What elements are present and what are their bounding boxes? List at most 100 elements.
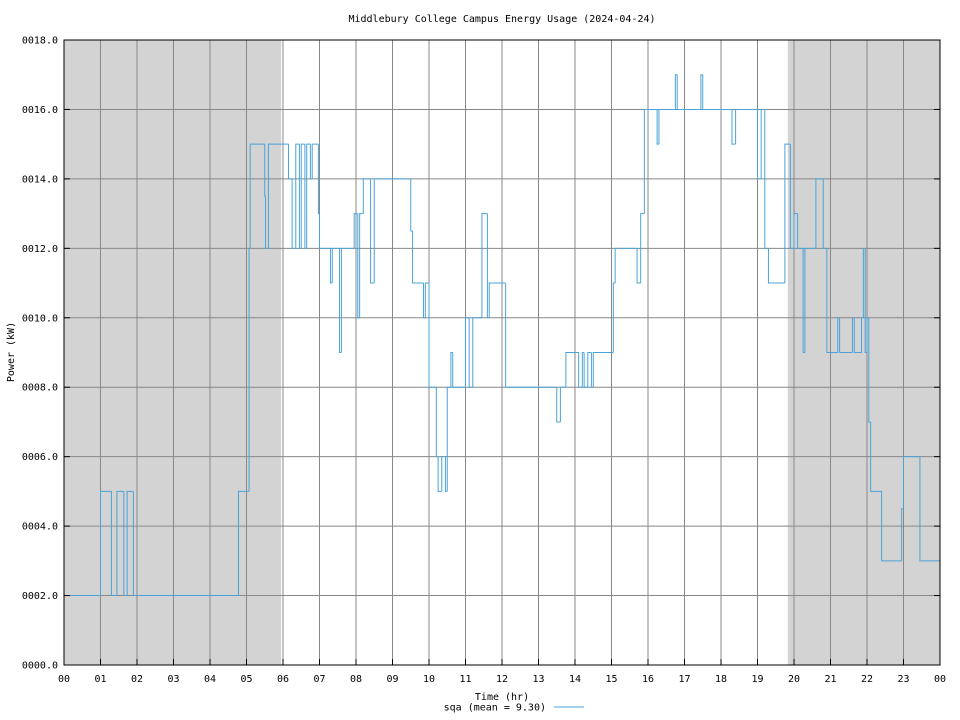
step-segment [590, 352, 594, 388]
y-tick-label: 0018.0 [22, 36, 58, 47]
step-segment [735, 108, 758, 145]
step-segment [237, 490, 250, 596]
step-segment [309, 144, 313, 180]
step-segment [853, 317, 862, 353]
step-segment [731, 109, 736, 145]
step-segment [123, 491, 128, 597]
step-segment [868, 317, 871, 423]
step-segment [116, 490, 124, 596]
y-tick-label: 0004.0 [22, 522, 58, 533]
step-segment [300, 143, 305, 249]
y-tick-label: 0012.0 [22, 244, 58, 255]
step-segment [373, 178, 411, 284]
step-segment [359, 213, 364, 318]
step-segment [587, 352, 592, 388]
step-segment [410, 178, 413, 232]
x-tick-label: 13 [532, 674, 544, 685]
y-tick-label: 0016.0 [22, 105, 58, 116]
step-segment [702, 74, 732, 110]
step-segment [861, 317, 864, 353]
x-tick-label: 21 [824, 674, 836, 685]
step-segment [126, 490, 134, 596]
x-tick-label: 00 [58, 674, 70, 685]
x-tick-label: 06 [277, 674, 289, 685]
step-segment [319, 213, 331, 249]
step-segment [437, 456, 442, 492]
step-segment [789, 144, 794, 249]
step-segment [441, 456, 446, 492]
legend-label: sqa (mean = 9.30) [444, 703, 546, 714]
y-tick-label: 0008.0 [22, 383, 58, 394]
step-segment [581, 352, 585, 388]
step-segment [559, 386, 566, 422]
step-segment [444, 456, 448, 492]
step-segment [329, 248, 333, 284]
step-segment [583, 352, 588, 388]
step-segment [488, 282, 506, 318]
step-segment [353, 213, 358, 249]
x-tick-label: 05 [240, 674, 252, 685]
step-segment [881, 491, 902, 562]
step-segment [452, 352, 466, 388]
step-segment [435, 387, 439, 458]
step-segment [822, 178, 827, 249]
step-segment [870, 421, 882, 492]
x-tick-label: 10 [423, 674, 435, 685]
step-segment [919, 456, 940, 562]
step-segment [614, 247, 638, 284]
step-segment [291, 178, 296, 249]
step-segment [468, 317, 473, 388]
plot-frame [63, 39, 941, 666]
step-segment [767, 248, 785, 284]
step-segment [793, 213, 798, 249]
step-segment [264, 196, 269, 249]
step-segment [267, 143, 289, 249]
step-segment [362, 178, 371, 214]
step-segment [304, 144, 307, 249]
step-segment [862, 247, 866, 318]
x-tick-label: 03 [167, 674, 179, 685]
step-segment [486, 213, 490, 319]
step-segment [370, 178, 375, 284]
step-segment [311, 143, 319, 179]
step-segment [295, 143, 300, 249]
step-segment [423, 283, 426, 319]
step-segment [465, 317, 470, 388]
step-segment [331, 247, 340, 284]
step-segment [764, 109, 769, 249]
x-tick-label: 08 [350, 674, 362, 685]
step-segment [674, 74, 678, 110]
x-tick-label: 19 [751, 674, 763, 685]
night-shade [787, 40, 940, 665]
step-segment [804, 247, 816, 353]
step-segment [864, 248, 867, 353]
x-tick-label: 01 [94, 674, 106, 685]
x-tick-label: 23 [897, 674, 909, 685]
step-segment [851, 317, 855, 353]
step-segment [903, 456, 920, 509]
step-segment [676, 74, 701, 110]
x-tick-label: 07 [313, 674, 325, 685]
step-segment [656, 109, 659, 145]
step-segment [110, 491, 117, 597]
step-segment [412, 230, 424, 284]
step-segment [306, 143, 311, 249]
step-segment [826, 248, 838, 353]
step-segment [592, 352, 614, 388]
step-segment [249, 143, 265, 249]
step-segment [797, 213, 804, 249]
step-segment [815, 178, 824, 249]
x-tick-label: 17 [678, 674, 690, 685]
y-tick-label: 0010.0 [22, 313, 58, 324]
y-tick-label: 0000.0 [22, 661, 58, 672]
step-segment [556, 387, 561, 423]
step-segment [481, 213, 488, 318]
step-segment [472, 317, 482, 388]
x-tick-label: 09 [386, 674, 398, 685]
x-tick-label: 04 [204, 674, 216, 685]
x-tick-label: 16 [642, 674, 654, 685]
step-segment [357, 213, 360, 319]
y-axis-label: Power (kW) [6, 322, 17, 382]
y-tick-label: 0006.0 [22, 452, 58, 463]
